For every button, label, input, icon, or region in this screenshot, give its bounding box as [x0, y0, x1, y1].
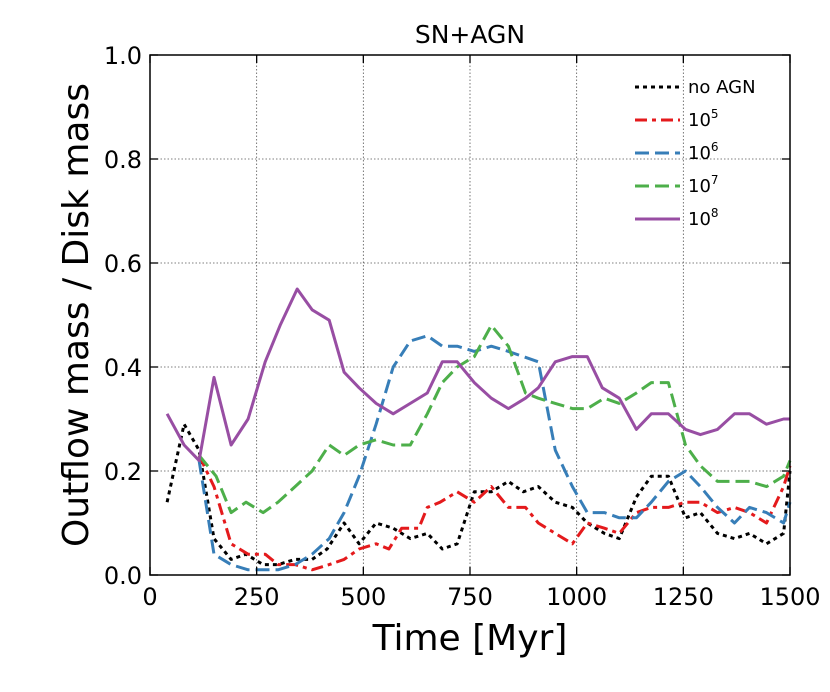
x-tick-label: 500 — [340, 583, 386, 611]
x-tick-label: 250 — [234, 583, 280, 611]
legend-label-3: 107 — [688, 173, 719, 197]
y-axis-label: Outflow mass / Disk mass — [56, 83, 97, 547]
grid-lines — [150, 55, 790, 575]
chart-title: SN+AGN — [415, 20, 525, 49]
legend-label-0: no AGN — [688, 77, 756, 98]
y-tick-label: 0.6 — [104, 250, 142, 278]
y-tick-label: 1.0 — [104, 42, 142, 70]
axis-ticks: 0 250 500 750 1000 1250 1500 0.0 0.2 0.4 0.6 0.8 1.0 — [104, 42, 821, 611]
series-line-4 — [165, 287, 790, 463]
legend: no AGN 105 106 107 108 — [635, 77, 756, 230]
series-line-2 — [197, 334, 792, 572]
legend-label-4: 108 — [688, 206, 719, 230]
x-tick-label: 1500 — [759, 583, 820, 611]
x-tick-label: 1000 — [546, 583, 607, 611]
series-line-3 — [197, 323, 792, 515]
y-tick-label: 0.0 — [104, 562, 142, 590]
x-axis-label: Time [Myr] — [372, 618, 568, 659]
x-tick-label: 1250 — [653, 583, 714, 611]
series-layer — [165, 287, 792, 572]
series-line-0 — [165, 422, 792, 567]
legend-label-1: 105 — [688, 107, 719, 131]
y-tick-label: 0.2 — [104, 458, 142, 486]
legend-label-2: 106 — [688, 140, 719, 164]
x-tick-label: 750 — [447, 583, 493, 611]
y-tick-label: 0.4 — [104, 354, 142, 382]
series-line-1 — [197, 454, 792, 572]
y-tick-label: 0.8 — [104, 146, 142, 174]
x-tick-label: 0 — [142, 583, 157, 611]
